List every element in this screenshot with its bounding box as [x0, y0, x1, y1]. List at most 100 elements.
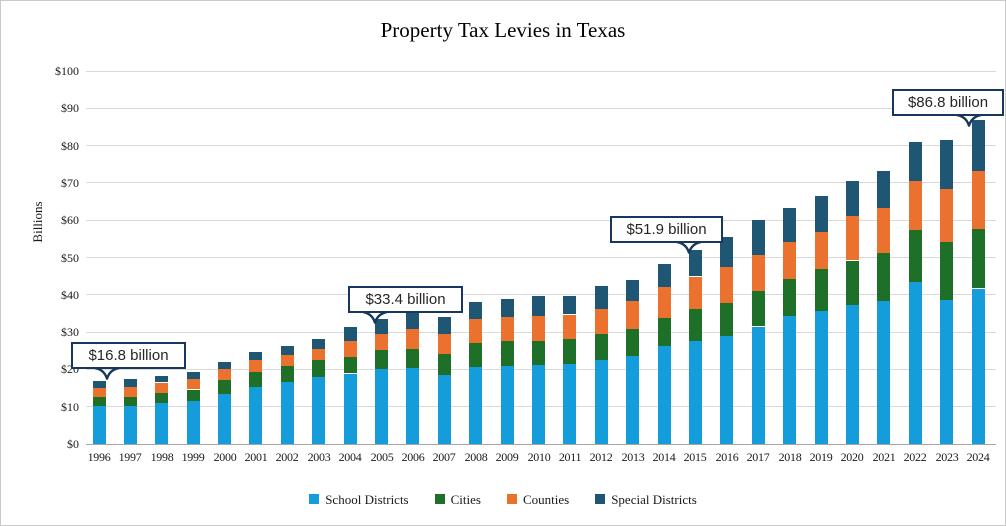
bar-2007-school-districts	[438, 375, 451, 444]
bar-1998-cities	[155, 393, 168, 404]
bar-2018-counties	[783, 241, 796, 280]
y-tick-label: $100	[55, 64, 79, 78]
legend-swatch	[309, 494, 320, 504]
bar-2000-counties	[218, 369, 231, 381]
bar-2017-cities	[752, 291, 765, 327]
bar-2014-counties	[658, 287, 671, 318]
y-tick-label: $50	[61, 250, 79, 265]
bar-2007-cities	[438, 353, 451, 375]
y-tick-label: $60	[61, 213, 79, 228]
bar-2022-counties	[909, 181, 922, 231]
x-tick-label-2024: 2024	[966, 450, 990, 464]
gridline	[86, 145, 996, 147]
bar-2010-school-districts	[532, 365, 545, 444]
bar-2006-special-districts	[406, 313, 419, 330]
x-axis-line	[86, 443, 996, 445]
bar-2016-special-districts	[720, 236, 733, 268]
bar-2016-school-districts	[720, 335, 733, 444]
bar-2024-cities	[972, 229, 985, 289]
x-tick-label-2006: 2006	[401, 450, 425, 464]
legend-swatch	[434, 494, 445, 504]
bar-1996-school-districts	[93, 405, 106, 444]
bar-2002-school-districts	[281, 382, 294, 444]
x-tick-label-2023: 2023	[935, 450, 959, 464]
legend-item-cities: Cities	[434, 491, 481, 507]
bar-2005-counties	[375, 334, 388, 351]
legend-label: Cities	[450, 491, 481, 507]
bar-2003-special-districts	[312, 338, 325, 349]
callout-pointer-2005	[362, 312, 388, 324]
y-tick-label: $10	[61, 399, 79, 414]
bar-2001-school-districts	[249, 386, 262, 444]
x-tick-label-2019: 2019	[809, 450, 833, 464]
bar-2011-counties	[563, 314, 576, 339]
bar-2013-special-districts	[626, 280, 639, 301]
x-tick-label-2012: 2012	[589, 450, 613, 464]
gridline	[86, 257, 996, 258]
bar-2011-cities	[563, 338, 576, 365]
bar-2015-cities	[689, 308, 702, 342]
callout-2005: $33.4 billion	[348, 286, 463, 313]
x-tick-label-1999: 1999	[181, 450, 205, 464]
bar-2008-cities	[469, 343, 482, 368]
bar-1998-school-districts	[155, 403, 168, 444]
bar-2007-special-districts	[438, 317, 451, 334]
bar-2012-school-districts	[595, 360, 608, 444]
bar-2001-special-districts	[249, 352, 262, 361]
gridline	[86, 70, 996, 72]
bar-2003-counties	[312, 348, 325, 361]
bar-2009-special-districts	[501, 298, 514, 317]
x-tick-label-2009: 2009	[495, 450, 519, 464]
x-tick-label-2000: 2000	[213, 450, 237, 464]
bar-1999-cities	[187, 389, 200, 401]
bar-2004-school-districts	[344, 373, 357, 444]
legend: School Districts Cities Counties Special Di…	[1, 488, 1005, 510]
bar-2024-counties	[972, 170, 985, 230]
y-tick-label: $70	[61, 175, 79, 190]
x-tick-label-2013: 2013	[621, 450, 645, 464]
bar-2020-school-districts	[846, 304, 859, 444]
bar-2023-special-districts	[940, 140, 953, 189]
bar-2002-special-districts	[281, 345, 294, 355]
bar-2024-special-districts	[972, 120, 985, 171]
bar-2008-special-districts	[469, 301, 482, 319]
x-tick-label-2017: 2017	[746, 450, 770, 464]
bar-2000-cities	[218, 380, 231, 395]
legend-label: School Districts	[325, 491, 409, 507]
bar-2010-special-districts	[532, 296, 545, 316]
bar-2019-counties	[815, 231, 828, 270]
bar-2020-special-districts	[846, 181, 859, 217]
x-tick-label-2003: 2003	[307, 450, 331, 464]
bar-2002-cities	[281, 366, 294, 382]
legend-item-special-districts: Special Districts	[595, 493, 697, 506]
bar-2000-special-districts	[218, 361, 231, 370]
bar-2015-school-districts	[689, 341, 702, 444]
y-tick-label: $0	[67, 437, 79, 451]
bar-2005-cities	[375, 350, 388, 369]
bar-1997-special-districts	[124, 379, 137, 387]
bar-2023-cities	[940, 241, 953, 300]
bar-2014-school-districts	[658, 346, 671, 444]
bar-1996-cities	[93, 397, 106, 406]
bar-1997-school-districts	[124, 406, 137, 444]
callout-pointer-2024	[956, 115, 982, 127]
bar-2024-school-districts	[972, 288, 985, 444]
bar-2021-counties	[877, 208, 890, 254]
gridline	[86, 294, 996, 296]
bar-2011-special-districts	[563, 295, 576, 315]
callout-1996: $16.8 billion	[71, 342, 186, 369]
bar-2001-cities	[249, 372, 262, 387]
bar-2003-cities	[312, 360, 325, 378]
bar-2009-counties	[501, 316, 514, 341]
bar-2023-school-districts	[940, 299, 953, 444]
bar-2020-cities	[846, 260, 859, 305]
bar-2013-cities	[626, 328, 639, 357]
bar-2022-school-districts	[909, 281, 922, 444]
bar-2007-counties	[438, 334, 451, 354]
bar-2009-cities	[501, 340, 514, 366]
legend-swatch	[506, 494, 517, 504]
x-tick-label-2015: 2015	[683, 450, 707, 464]
bar-2016-cities	[720, 303, 733, 336]
x-tick-label-2010: 2010	[527, 450, 551, 464]
